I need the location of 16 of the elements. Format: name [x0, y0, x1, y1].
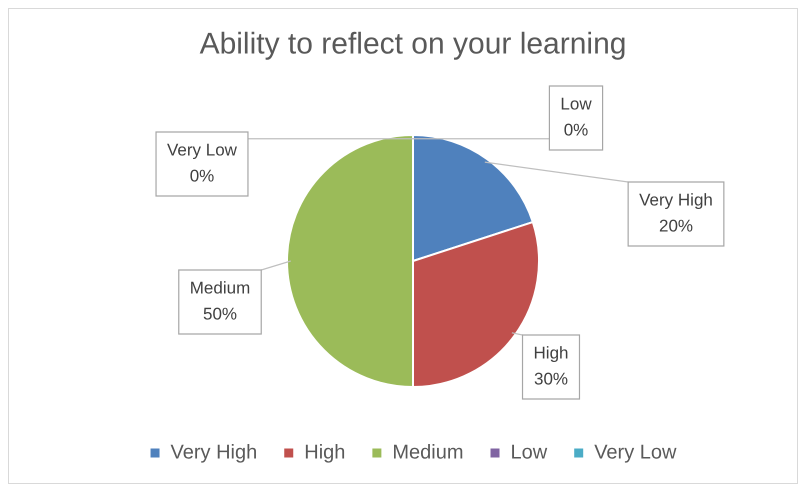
legend-label: Very Low [594, 442, 678, 464]
slice-label: High [534, 344, 568, 363]
legend-label: Medium [392, 442, 464, 464]
slice-label: Medium [190, 278, 250, 298]
text: 0% [190, 166, 214, 186]
text: 0% [564, 120, 588, 140]
slice-label: Very High [639, 190, 713, 210]
legend-label: High [304, 442, 346, 464]
data-label: 20% [658, 216, 694, 236]
category-label: Low [560, 94, 592, 114]
legend-label: Very High [170, 442, 258, 464]
legend-label: Low [510, 442, 548, 464]
data-label: 30% [534, 370, 568, 389]
chart-title: Ability to reflect on your learning [200, 27, 626, 60]
data-label: 50% [202, 304, 238, 324]
category-label: Very Low [167, 140, 237, 160]
